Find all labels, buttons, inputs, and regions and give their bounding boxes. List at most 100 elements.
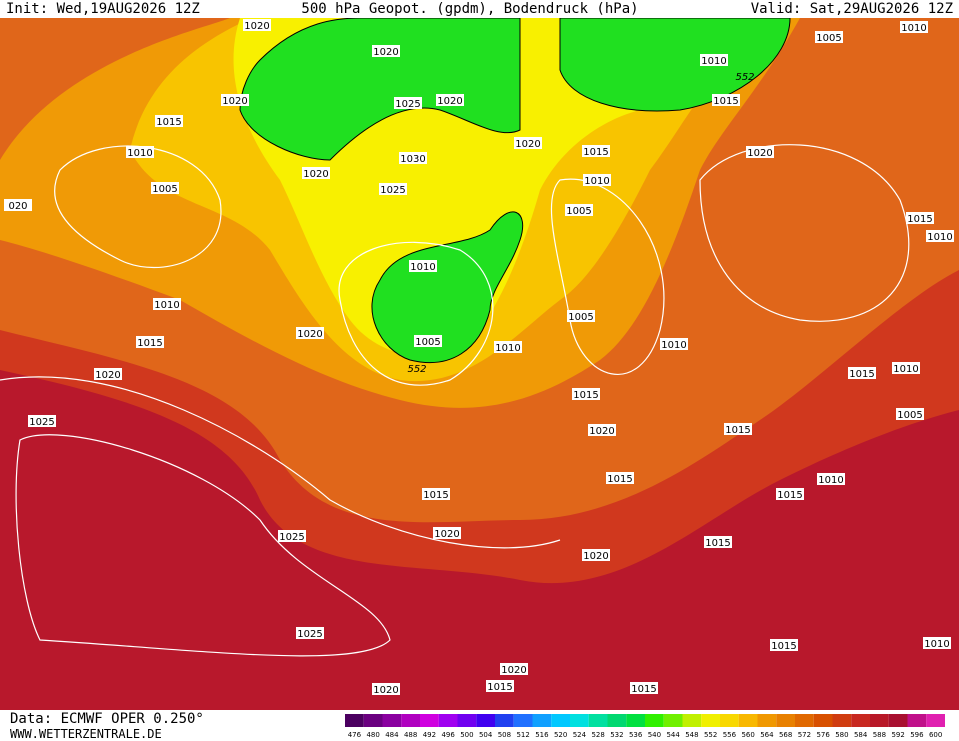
scale-label: 568 [779, 731, 792, 739]
isobar-label: 1015 [607, 474, 632, 485]
isobar-lines [0, 144, 910, 657]
isobar-label: 1020 [222, 96, 247, 107]
scale-label: 592 [891, 731, 904, 739]
scale-label: 516 [535, 731, 549, 739]
scale-label: 520 [554, 731, 567, 739]
scale-swatch [476, 714, 495, 727]
scale-label: 580 [835, 731, 848, 739]
scale-swatch [776, 714, 795, 727]
isobar-label: 1010 [127, 148, 152, 159]
scale-swatch [870, 714, 889, 727]
scale-label: 544 [666, 731, 680, 739]
isobar-label-box [582, 145, 610, 157]
isobar-label: 1020 [747, 148, 772, 159]
isobar-label-box [583, 174, 611, 186]
isobar-label-box [746, 146, 774, 158]
scale-label: 560 [741, 731, 754, 739]
isobar-label: 1010 [584, 176, 609, 187]
isobar-label: 1025 [279, 532, 304, 543]
isobar-label-box [582, 549, 610, 561]
isobar-label-box [296, 627, 324, 639]
isobar-label-box [588, 424, 616, 436]
isobar-label-box [817, 473, 845, 485]
isobar-label-box [221, 94, 249, 106]
isobar-label: 1010 [818, 475, 843, 486]
isobar-label-box [394, 97, 422, 109]
isobar-label: 1010 [924, 639, 949, 650]
isobar-label: 1010 [927, 232, 952, 243]
isobar-label: 1005 [897, 410, 922, 421]
isobar-label-box [153, 298, 181, 310]
isobar-label-box [770, 639, 798, 651]
isobar-label-box [923, 637, 951, 649]
isobar-label: 1025 [380, 185, 405, 196]
isobar-label: 1020 [244, 21, 269, 32]
scale-swatch [588, 714, 608, 727]
scale-swatch [438, 714, 458, 727]
scale-label: 584 [854, 731, 868, 739]
scale-label: 488 [404, 731, 417, 739]
isobar-label-box [815, 31, 843, 43]
site-url: WWW.WETTERZENTRALE.DE [10, 727, 162, 741]
isobar-label-box [500, 663, 528, 675]
scale-label: 576 [816, 731, 830, 739]
isobar-label-box [409, 260, 437, 272]
scale-swatch [926, 714, 945, 727]
isobar-label-box [4, 199, 32, 211]
isobar-label-box [892, 362, 920, 374]
scale-label: 508 [498, 731, 511, 739]
isobar-label-box [243, 19, 271, 31]
scale-label: 528 [591, 731, 604, 739]
isobar-label-box [296, 327, 324, 339]
scale-swatch [457, 714, 477, 727]
isobar-label-box [848, 367, 876, 379]
isobar-label: 1025 [395, 99, 420, 110]
isobar-label-box [436, 94, 464, 106]
isobar-label-box [606, 472, 634, 484]
isobar-label: 1005 [566, 206, 591, 217]
isobar-label: 1010 [901, 23, 926, 34]
scale-swatch [888, 714, 908, 727]
isobar-label: 1015 [487, 682, 512, 693]
isobar-label-box [486, 680, 514, 692]
isobar-label-box [567, 310, 595, 322]
data-source: Data: ECMWF OPER 0.250° [10, 711, 204, 727]
geopotential-label: 552 [735, 72, 754, 83]
scale-swatch [701, 714, 720, 727]
isobar-label: 1015 [705, 538, 730, 549]
isobar-label: 1015 [423, 490, 448, 501]
isobar-label: 020 [8, 201, 27, 212]
scale-swatch [663, 714, 683, 727]
isobar-label: 1005 [568, 312, 593, 323]
isobar-label-box [712, 94, 740, 106]
isobar-label: 1015 [849, 369, 874, 380]
scale-swatch [645, 714, 664, 727]
isobar-label: 1020 [303, 169, 328, 180]
isobar-label: 1015 [725, 425, 750, 436]
scale-label: 500 [460, 731, 473, 739]
scale-swatch [570, 714, 589, 727]
isobar-label-box [302, 167, 330, 179]
scale-label: 540 [648, 731, 661, 739]
isobar-label-box [565, 204, 593, 216]
isobar-label-box [422, 488, 450, 500]
scale-swatch [513, 714, 533, 727]
scale-swatch [345, 714, 364, 727]
isobar-label-box [372, 45, 400, 57]
isobar-label-box [724, 423, 752, 435]
scale-swatch [626, 714, 645, 727]
isobar-label-box [572, 388, 600, 400]
scale-swatch [363, 714, 383, 727]
scale-swatch [495, 714, 514, 727]
isobar-label-box [896, 408, 924, 420]
scale-label: 556 [723, 731, 737, 739]
scale-label: 492 [423, 731, 436, 739]
isobar-label: 1020 [297, 329, 322, 340]
scale-swatch [682, 714, 702, 727]
isobar-label-box [278, 530, 306, 542]
isobar-label: 1015 [771, 641, 796, 652]
isobar-label-box [433, 527, 461, 539]
isobar-label: 1020 [589, 426, 614, 437]
scale-swatch [420, 714, 439, 727]
